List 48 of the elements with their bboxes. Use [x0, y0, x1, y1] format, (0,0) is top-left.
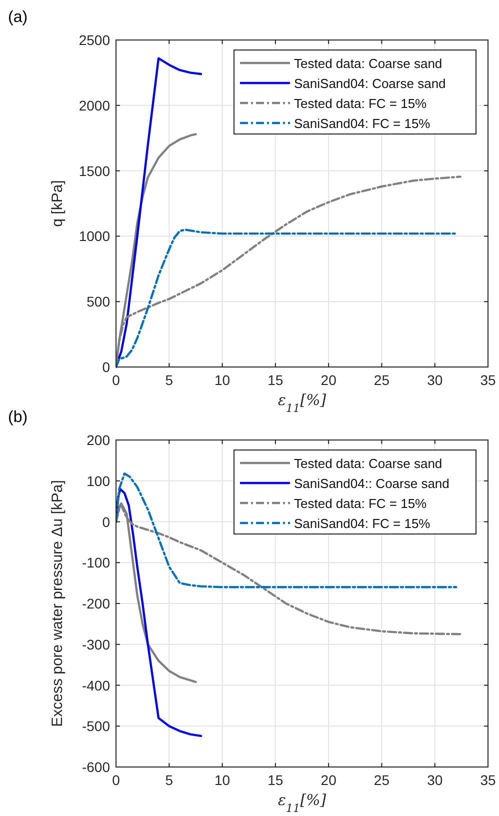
y-tick-label: 0: [102, 514, 110, 530]
x-tick-label: 25: [374, 372, 390, 388]
legend-label: SaniSand04: Coarse sand: [294, 76, 446, 91]
x-tick-label: 30: [427, 372, 443, 388]
chart-title: (b): [8, 409, 28, 426]
y-tick-label: -100: [82, 554, 110, 571]
y-tick-label: 200: [86, 432, 110, 448]
x-tick-label: 20: [320, 372, 337, 388]
y-tick-label: 2500: [78, 32, 110, 48]
legend-label: Tested data: FC = 15%: [294, 496, 428, 511]
y-tick-label: 500: [86, 294, 110, 310]
y-tick-label: -200: [82, 596, 110, 612]
y-tick-label: -600: [82, 759, 110, 775]
y-tick-label: 2000: [78, 97, 110, 114]
x-axis-title: ε$_{11}$[%]: [278, 791, 326, 814]
line-series: [116, 472, 458, 588]
legend-label: SaniSand04: FC = 15%: [294, 516, 431, 531]
x-tick-label: 5: [165, 372, 174, 388]
legend-label: Tested data: FC = 15%: [294, 96, 428, 111]
x-tick-label: 10: [214, 372, 230, 388]
x-tick-label: 25: [374, 772, 390, 788]
y-tick-label: 0: [102, 359, 110, 375]
line-series: [116, 488, 202, 738]
y-tick-label: -400: [82, 677, 110, 694]
x-tick-label: 15: [268, 772, 284, 788]
x-tick-label: 20: [320, 772, 337, 788]
chart-title: (a): [8, 9, 28, 26]
y-tick-label: 1000: [78, 228, 110, 244]
y-axis-title: Excess pore water pressure Δu [kPa]: [49, 480, 66, 727]
y-tick-label: -500: [82, 718, 110, 734]
x-tick-label: 15: [268, 372, 284, 388]
legend-label: Tested data: Coarse sand: [294, 56, 442, 71]
line-series: [116, 228, 458, 368]
x-tick-label: 0: [112, 372, 120, 388]
legend-label: Tested data: Coarse sand: [294, 456, 442, 471]
legend-label: SaniSand04: FC = 15%: [294, 116, 431, 131]
x-tick-label: 5: [165, 772, 174, 788]
legend-label: SaniSand04:: Coarse sand: [294, 476, 450, 491]
x-axis-title: ε$_{11}$[%]: [278, 391, 326, 414]
x-tick-label: 35: [480, 372, 496, 388]
y-tick-label: 1500: [78, 162, 110, 179]
y-tick-label: -300: [82, 636, 110, 652]
y-axis-title: q [kPa]: [49, 180, 66, 227]
x-tick-label: 10: [214, 772, 230, 788]
x-tick-label: 35: [480, 772, 496, 788]
x-tick-label: 30: [427, 772, 443, 788]
x-tick-label: 0: [112, 772, 120, 788]
y-tick-label: 100: [86, 472, 110, 489]
